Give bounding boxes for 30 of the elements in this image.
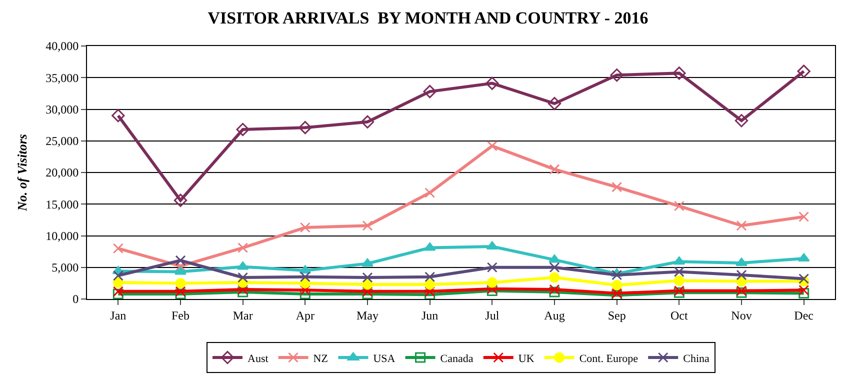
legend-label: NZ <box>313 352 328 365</box>
legend-label: Canada <box>440 352 474 365</box>
x-tick-label: Apr <box>296 308 315 322</box>
x-tick-label: Jun <box>421 308 438 322</box>
legend-label: China <box>683 352 710 365</box>
y-tick-label: 30,000 <box>46 102 79 116</box>
x-tick-label: Mar <box>232 308 253 322</box>
x-tick-label: Jan <box>110 308 126 322</box>
y-tick-label: 0 <box>72 292 79 306</box>
x-tick-label: Feb <box>172 308 190 322</box>
x-tick-label: Aug <box>544 308 565 322</box>
x-tick-label: Oct <box>670 308 688 322</box>
y-tick-label: 35,000 <box>46 70 79 85</box>
y-tick-label: 25,000 <box>46 134 79 148</box>
legend-label: UK <box>518 352 534 365</box>
legend-label: USA <box>373 352 396 365</box>
x-tick-label: May <box>356 308 378 322</box>
y-tick-label: 10,000 <box>46 228 79 243</box>
y-tick-label: 20,000 <box>46 166 79 180</box>
y-tick-label: 40,000 <box>46 39 79 54</box>
y-tick-label: 5,000 <box>52 260 79 275</box>
chart-title: VISITOR ARRIVALS BY MONTH AND COUNTRY - 2016 <box>208 8 648 28</box>
x-tick-label: Dec <box>794 308 814 322</box>
y-tick-label: 15,000 <box>46 197 79 212</box>
x-tick-label: Jul <box>485 308 500 322</box>
x-tick-label: Sep <box>608 308 626 322</box>
x-tick-label: Nov <box>731 308 752 322</box>
legend-label: Aust <box>248 352 268 365</box>
y-axis-title: No. of Visitors <box>14 134 30 212</box>
legend-label: Cont. Europe <box>579 352 638 365</box>
